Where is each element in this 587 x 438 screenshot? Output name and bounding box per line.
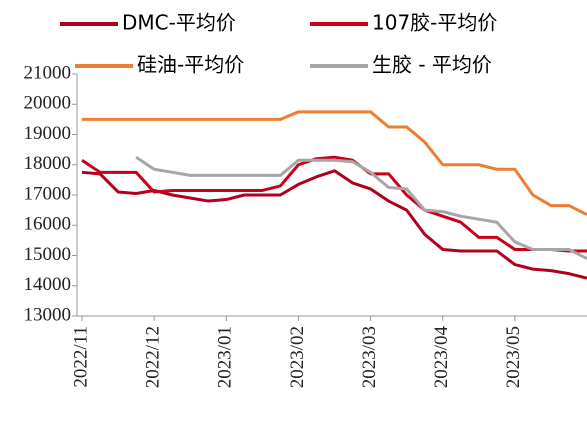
y-tick-label: 17000 bbox=[24, 183, 72, 204]
y-tick-label: 18000 bbox=[24, 153, 72, 174]
y-tick-label: 19000 bbox=[24, 123, 72, 144]
x-tick-label: 2023/02 bbox=[287, 326, 308, 388]
series-line bbox=[81, 155, 587, 253]
y-tick-label: 16000 bbox=[24, 214, 72, 235]
y-tick-label: 20000 bbox=[24, 93, 72, 114]
x-tick-label: 2022/12 bbox=[143, 326, 164, 388]
y-tick-label: 13000 bbox=[24, 304, 72, 325]
x-tick-label: 2023/03 bbox=[359, 326, 380, 388]
x-tick-label: 2023/05 bbox=[503, 326, 524, 388]
legend-label: 生胶 - 平均价 bbox=[372, 53, 492, 77]
series-line bbox=[81, 169, 587, 280]
legend-label: DMC-平均价 bbox=[122, 11, 236, 35]
series-line bbox=[82, 110, 587, 217]
series-line bbox=[135, 155, 587, 260]
legend-label: 107胶-平均价 bbox=[372, 11, 497, 35]
x-tick-label: 2023/04 bbox=[431, 326, 452, 389]
legend-label: 硅油-平均价 bbox=[137, 53, 244, 77]
x-tick-label: 2022/11 bbox=[70, 326, 91, 388]
y-tick-label: 21000 bbox=[24, 62, 72, 83]
y-tick-label: 15000 bbox=[24, 244, 72, 265]
x-tick-label: 2023/01 bbox=[215, 326, 236, 388]
y-tick-label: 14000 bbox=[24, 274, 72, 295]
